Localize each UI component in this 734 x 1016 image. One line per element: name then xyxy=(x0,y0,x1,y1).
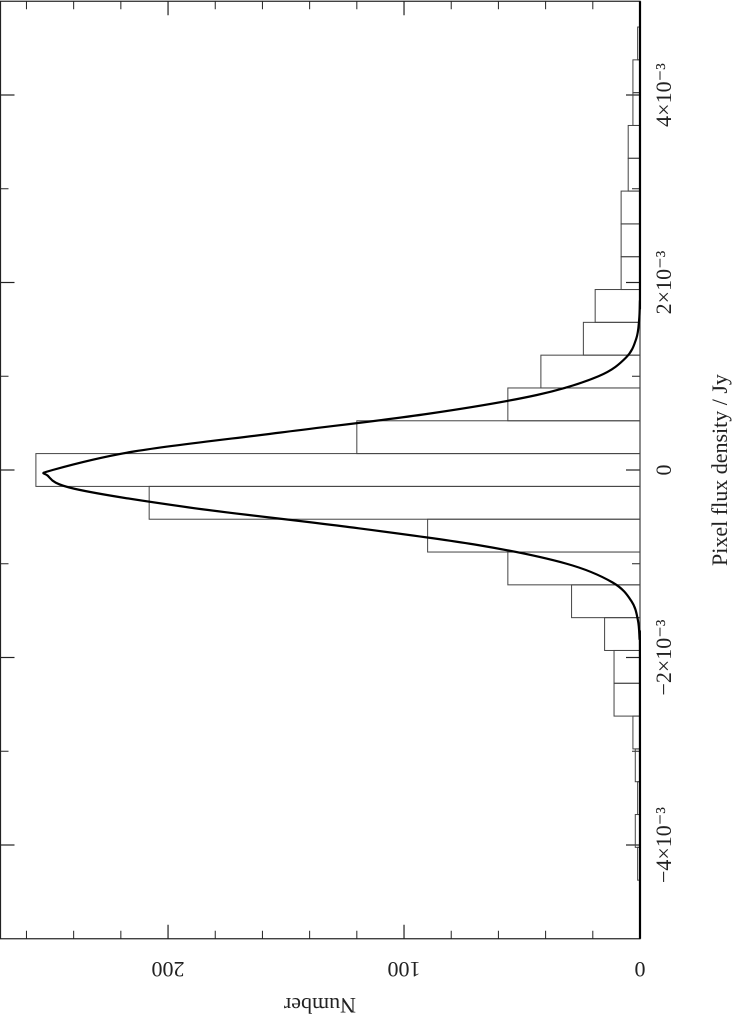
histogram-bar xyxy=(571,584,641,619)
histogram-bar xyxy=(620,256,641,291)
y-tick-label: 200 xyxy=(152,957,185,982)
x-tick-label: −4×10⁻³ xyxy=(651,807,676,883)
histogram-bar xyxy=(604,617,641,651)
histogram-bar xyxy=(627,124,641,159)
histogram-bar xyxy=(540,354,641,389)
fit-curve xyxy=(42,1,642,939)
histogram-bar xyxy=(620,190,641,225)
histogram-bar xyxy=(613,649,641,684)
histogram-bar xyxy=(627,157,641,192)
x-tick-label: 2×10⁻³ xyxy=(651,250,676,314)
x-tick-label: −2×10⁻³ xyxy=(651,619,676,695)
x-tick-label: 4×10⁻³ xyxy=(651,63,676,127)
plot-frame xyxy=(0,0,641,940)
histogram-bar xyxy=(356,420,641,455)
histogram-bar xyxy=(613,682,641,717)
y-tick-label: 0 xyxy=(635,957,646,982)
y-axis-label: Number xyxy=(283,993,356,1016)
histogram-bar xyxy=(594,289,641,323)
histogram-bar xyxy=(35,453,641,487)
x-axis-label: Pixel flux density / Jy xyxy=(707,374,732,566)
histogram-bar xyxy=(507,551,641,586)
histogram-bar xyxy=(620,223,641,258)
y-tick-label: 100 xyxy=(388,957,421,982)
x-tick-label: 0 xyxy=(651,465,676,476)
histogram-bar xyxy=(148,485,641,520)
histogram-bar xyxy=(427,518,641,553)
histogram-bar xyxy=(507,387,641,422)
